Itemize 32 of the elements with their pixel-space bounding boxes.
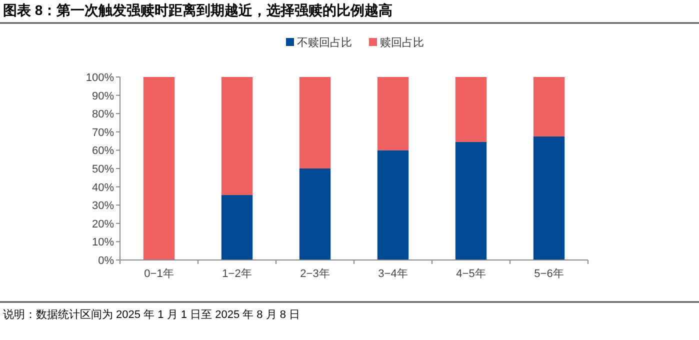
y-tick-label: 70%	[92, 126, 114, 139]
bar	[533, 77, 565, 136]
bar	[533, 136, 565, 260]
bar	[455, 77, 487, 142]
y-tick-label: 0%	[98, 255, 114, 267]
chart-title: 图表 8：第一次触发强赎时距离到期越近，选择强赎的比例越高	[3, 2, 393, 18]
y-tick-label: 50%	[92, 164, 114, 176]
text: 说明：数据统计区间为 2025 年 1 月 1 日至 2025 年 8 月 8 日	[3, 308, 300, 321]
bar	[143, 77, 175, 260]
y-tick-label: 90%	[92, 90, 114, 102]
y-tick-label: 30%	[92, 200, 114, 212]
x-tick-label: 3−4年	[378, 268, 408, 280]
bar	[221, 77, 253, 196]
bar	[377, 77, 409, 150]
y-tick-label: 40%	[92, 182, 114, 194]
x-tick-label: 2−3年	[300, 268, 330, 280]
x-tick-label: 5−6年	[534, 268, 564, 280]
legend-label: 赎回占比	[380, 36, 424, 49]
bar	[221, 195, 253, 260]
x-tick-label: 1−2年	[222, 268, 252, 280]
bar	[377, 150, 409, 260]
y-tick-label: 10%	[92, 236, 114, 249]
bar	[299, 77, 331, 168]
bar	[299, 168, 331, 260]
y-tick-label: 80%	[92, 108, 114, 121]
x-tick-label: 0−1年	[144, 268, 174, 280]
y-tick-label: 60%	[92, 145, 114, 158]
bar	[455, 142, 487, 260]
legend-label: 不赎回占比	[297, 36, 352, 49]
y-tick-label: 100%	[86, 72, 114, 84]
y-tick-label: 20%	[92, 218, 114, 230]
x-tick-label: 4−5年	[456, 268, 486, 280]
